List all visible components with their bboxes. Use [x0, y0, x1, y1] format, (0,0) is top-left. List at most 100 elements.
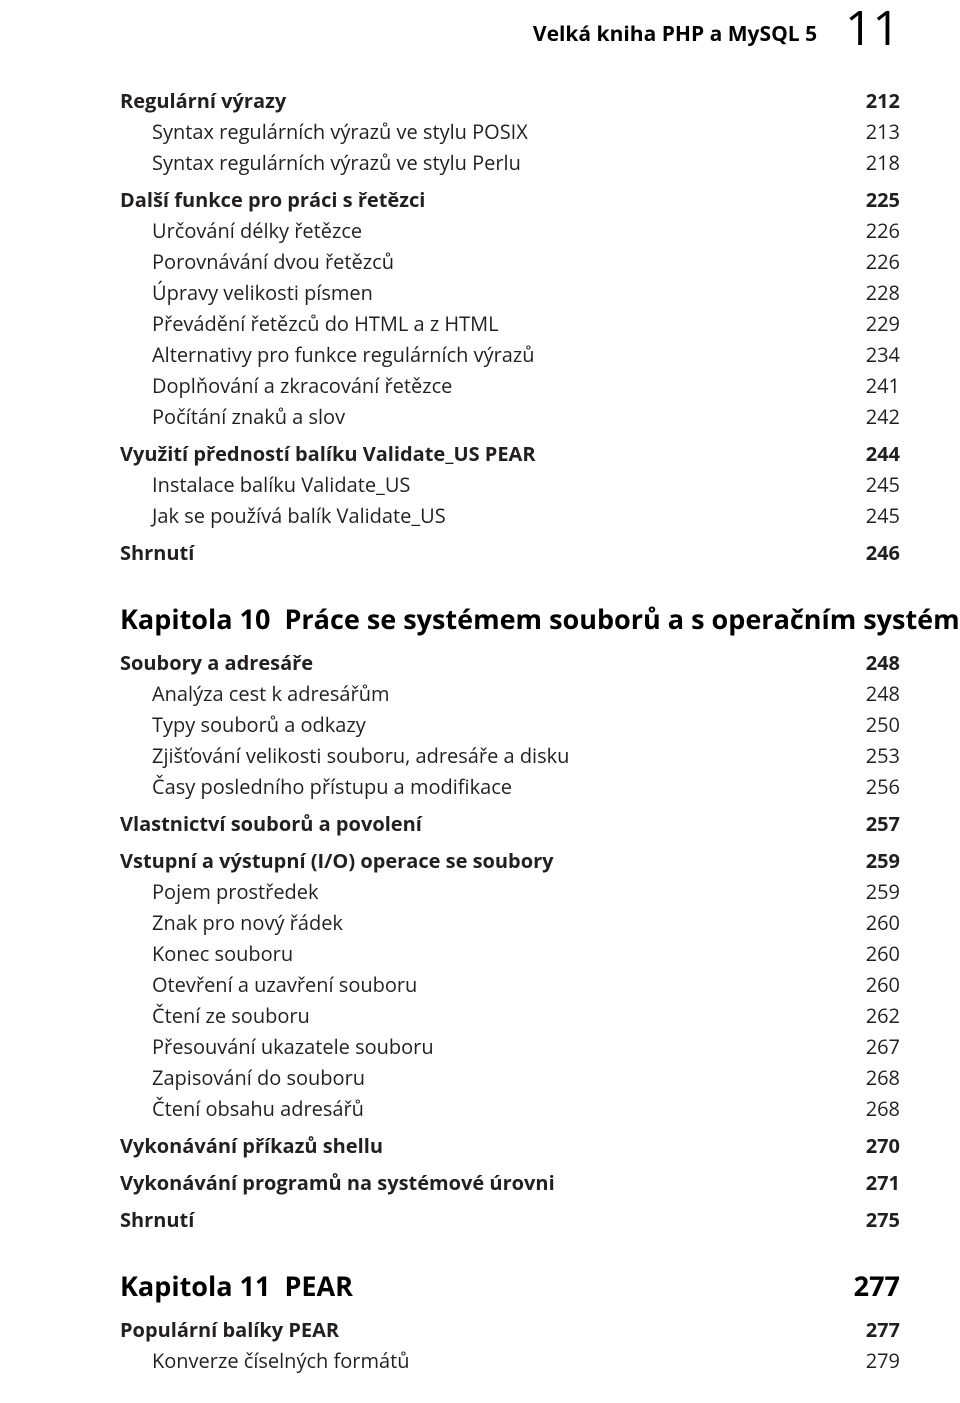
- toc-label: Využití předností balíku Validate_US PEA…: [120, 438, 536, 469]
- toc-label: Přesouvání ukazatele souboru: [120, 1031, 434, 1062]
- toc-chapter-label: Kapitola 11 PEAR: [120, 1267, 353, 1304]
- toc-label: Otevření a uzavření souboru: [120, 969, 417, 1000]
- running-head: Velká kniha PHP a MySQL 5 11: [120, 20, 900, 49]
- toc-label: Typy souborů a odkazy: [120, 709, 366, 740]
- toc-page: 242: [866, 401, 900, 432]
- toc-page: 259: [866, 876, 900, 907]
- table-of-contents: Regulární výrazy212Syntax regulárních vý…: [120, 85, 900, 1376]
- toc-label: Úpravy velikosti písmen: [120, 277, 373, 308]
- running-title: Velká kniha PHP a MySQL 5: [533, 20, 817, 48]
- toc-label: Soubory a adresáře: [120, 647, 313, 678]
- toc-page: 248: [866, 678, 900, 709]
- toc-page: 260: [866, 907, 900, 938]
- toc-page: 279: [866, 1345, 900, 1376]
- toc-label: Doplňování a zkracování řetězce: [120, 370, 452, 401]
- toc-section: Soubory a adresáře 248: [120, 647, 900, 678]
- toc-label: Znak pro nový řádek: [120, 907, 343, 938]
- toc-page: 248: [866, 647, 900, 678]
- toc-section: Vstupní a výstupní (I/O) operace se soub…: [120, 845, 900, 876]
- toc-page: 226: [866, 215, 900, 246]
- toc-page: 250: [866, 709, 900, 740]
- toc-page: 262: [866, 1000, 900, 1031]
- toc-page: 246: [866, 537, 900, 568]
- toc-page: 253: [866, 740, 900, 771]
- toc-page: 213: [866, 116, 900, 147]
- toc-label: Porovnávání dvou řetězců: [120, 246, 394, 277]
- toc-page: 225: [866, 184, 900, 215]
- toc-label: Shrnutí: [120, 1204, 194, 1235]
- toc-label: Čtení obsahu adresářů: [120, 1093, 364, 1124]
- toc-item: Zjišťování velikosti souboru, adresáře a…: [120, 740, 900, 771]
- toc-page: 228: [866, 277, 900, 308]
- toc-chapter: Kapitola 11 PEAR277: [120, 1267, 900, 1304]
- toc-section: Populární balíky PEAR 277: [120, 1314, 900, 1345]
- toc-page: 234: [866, 339, 900, 370]
- page: Velká kniha PHP a MySQL 5 11 Regulární v…: [0, 0, 960, 1403]
- toc-page: 277: [866, 1314, 900, 1345]
- toc-item: Syntax regulárních výrazů ve stylu POSIX…: [120, 116, 900, 147]
- toc-label: Časy posledního přístupu a modifikace: [120, 771, 512, 802]
- toc-label: Vlastnictví souborů a povolení: [120, 808, 422, 839]
- toc-section: Využití předností balíku Validate_US PEA…: [120, 438, 900, 469]
- toc-label: Shrnutí: [120, 537, 194, 568]
- toc-item: Počítání znaků a slov 242: [120, 401, 900, 432]
- toc-item: Čtení obsahu adresářů 268: [120, 1093, 900, 1124]
- toc-page: 259: [866, 845, 900, 876]
- toc-label: Čtení ze souboru: [120, 1000, 310, 1031]
- toc-item: Alternativy pro funkce regulárních výraz…: [120, 339, 900, 370]
- toc-label: Analýza cest k adresářům: [120, 678, 390, 709]
- toc-item: Instalace balíku Validate_US 245: [120, 469, 900, 500]
- toc-item: Jak se používá balík Validate_US245: [120, 500, 900, 531]
- toc-label: Pojem prostředek: [120, 876, 319, 907]
- toc-item: Čtení ze souboru 262: [120, 1000, 900, 1031]
- toc-page: 260: [866, 938, 900, 969]
- toc-section: Vykonávání programů na systémové úrovni 2…: [120, 1167, 900, 1198]
- toc-item: Syntax regulárních výrazů ve stylu Perlu…: [120, 147, 900, 178]
- toc-item: Konec souboru260: [120, 938, 900, 969]
- toc-label: Zapisování do souboru: [120, 1062, 365, 1093]
- toc-page: 267: [866, 1031, 900, 1062]
- toc-section: Shrnutí 246: [120, 537, 900, 568]
- toc-section: Shrnutí 275: [120, 1204, 900, 1235]
- toc-label: Instalace balíku Validate_US: [120, 469, 410, 500]
- toc-item: Pojem prostředek 259: [120, 876, 900, 907]
- toc-item: Časy posledního přístupu a modifikace 256: [120, 771, 900, 802]
- toc-item: Převádění řetězců do HTML a z HTML229: [120, 308, 900, 339]
- toc-page: 226: [866, 246, 900, 277]
- toc-section: Regulární výrazy212: [120, 85, 900, 116]
- toc-item: Doplňování a zkracování řetězce 241: [120, 370, 900, 401]
- toc-page: 268: [866, 1062, 900, 1093]
- toc-item: Zapisování do souboru 268: [120, 1062, 900, 1093]
- toc-page: 245: [866, 469, 900, 500]
- toc-label: Jak se používá balík Validate_US: [120, 500, 446, 531]
- toc-label: Převádění řetězců do HTML a z HTML: [120, 308, 499, 339]
- toc-item: Přesouvání ukazatele souboru 267: [120, 1031, 900, 1062]
- toc-page: 256: [866, 771, 900, 802]
- toc-section: Další funkce pro práci s řetězci 225: [120, 184, 900, 215]
- toc-item: Úpravy velikosti písmen 228: [120, 277, 900, 308]
- toc-item: Určování délky řetězce226: [120, 215, 900, 246]
- toc-page: 275: [866, 1204, 900, 1235]
- toc-section: Vykonávání příkazů shellu270: [120, 1130, 900, 1161]
- running-page-number: 11: [845, 6, 900, 49]
- toc-label: Další funkce pro práci s řetězci: [120, 184, 425, 215]
- toc-chapter: Kapitola 10 Práce se systémem souborů a …: [120, 600, 900, 637]
- toc-page: 271: [866, 1167, 900, 1198]
- toc-page: 241: [866, 370, 900, 401]
- toc-chapter-label: Kapitola 10 Práce se systémem souborů a …: [120, 600, 960, 637]
- toc-page: 268: [866, 1093, 900, 1124]
- toc-label: Vstupní a výstupní (I/O) operace se soub…: [120, 845, 554, 876]
- toc-label: Zjišťování velikosti souboru, adresáře a…: [120, 740, 569, 771]
- toc-item: Znak pro nový řádek 260: [120, 907, 900, 938]
- toc-item: Typy souborů a odkazy 250: [120, 709, 900, 740]
- toc-label: Populární balíky PEAR: [120, 1314, 339, 1345]
- toc-label: Konverze číselných formátů: [120, 1345, 409, 1376]
- toc-label: Vykonávání programů na systémové úrovni: [120, 1167, 555, 1198]
- toc-page: 257: [866, 808, 900, 839]
- toc-label: Vykonávání příkazů shellu: [120, 1130, 383, 1161]
- toc-label: Počítání znaků a slov: [120, 401, 345, 432]
- toc-item: Analýza cest k adresářům 248: [120, 678, 900, 709]
- toc-page: 244: [866, 438, 900, 469]
- toc-page: 212: [866, 85, 900, 116]
- toc-item: Konverze číselných formátů 279: [120, 1345, 900, 1376]
